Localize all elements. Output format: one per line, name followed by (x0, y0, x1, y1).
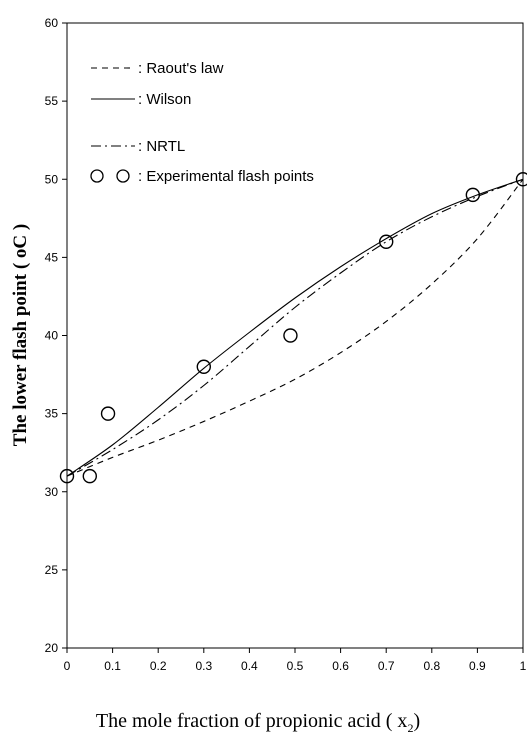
x-tick-label: 0.7 (378, 659, 395, 673)
legend-marker (90, 169, 104, 183)
y-tick-label: 50 (45, 172, 59, 186)
legend-label: : Experimental flash points (138, 168, 314, 185)
y-tick-label: 20 (45, 641, 59, 655)
x-tick-label: 0.4 (241, 659, 258, 673)
raout-s-law-line (66, 178, 524, 477)
x-axis-title-subscript: 2 (407, 721, 413, 735)
legend-label: : NRTL (138, 138, 185, 155)
wilson-line (66, 178, 524, 477)
plot-area-border (66, 22, 524, 649)
y-tick-label: 30 (45, 485, 59, 499)
x-axis-title: The mole fraction of propionic acid ( x2… (96, 710, 420, 735)
x-tick-label: 0.2 (150, 659, 167, 673)
experimental-point (196, 359, 212, 374)
x-tick-label: 0.6 (332, 659, 349, 673)
legend-label: : Wilson (138, 91, 191, 108)
y-tick-label: 45 (45, 250, 59, 264)
experimental-point (465, 187, 481, 203)
legend-marker (116, 169, 130, 183)
experimental-point (515, 172, 527, 187)
x-tick-label: 0.9 (469, 659, 486, 673)
experimental-point (59, 468, 75, 484)
nrtl-line (66, 178, 524, 477)
y-tick-label: 55 (45, 94, 59, 108)
x-tick-label: 0.3 (195, 659, 212, 673)
x-axis-title-main: The mole fraction of propionic acid ( x (96, 710, 408, 732)
x-tick-label: 1 (520, 659, 527, 673)
x-tick-label: 0.8 (423, 659, 440, 673)
experimental-point (82, 468, 98, 484)
y-axis-title: The lower flash point ( oC ) (10, 224, 31, 446)
legend: : Raout's law : Wilson : NRTL : Experimenta… (90, 60, 314, 185)
y-tick-label: 35 (45, 407, 59, 421)
y-tick-label: 25 (45, 563, 59, 577)
experimental-point (283, 328, 298, 343)
y-axis-ticks: 20 25 30 35 40 45 50 55 60 (45, 16, 67, 655)
x-tick-label: 0.1 (104, 659, 121, 673)
x-tick-label: 0.5 (287, 659, 304, 673)
experimental-point (379, 234, 394, 249)
x-axis-title-close: ) (413, 710, 420, 732)
plot-frame (66, 22, 524, 649)
experimental-point (100, 406, 116, 421)
y-tick-label: 40 (45, 329, 59, 343)
y-tick-label: 60 (45, 16, 59, 30)
legend-label: : Raout's law (138, 60, 224, 77)
x-axis-ticks: 0 0.1 0.2 0.3 0.4 0.5 0.6 0.7 0.8 0.9 1 (64, 648, 527, 673)
series-layer (59, 172, 527, 484)
x-tick-label: 0 (64, 659, 71, 673)
